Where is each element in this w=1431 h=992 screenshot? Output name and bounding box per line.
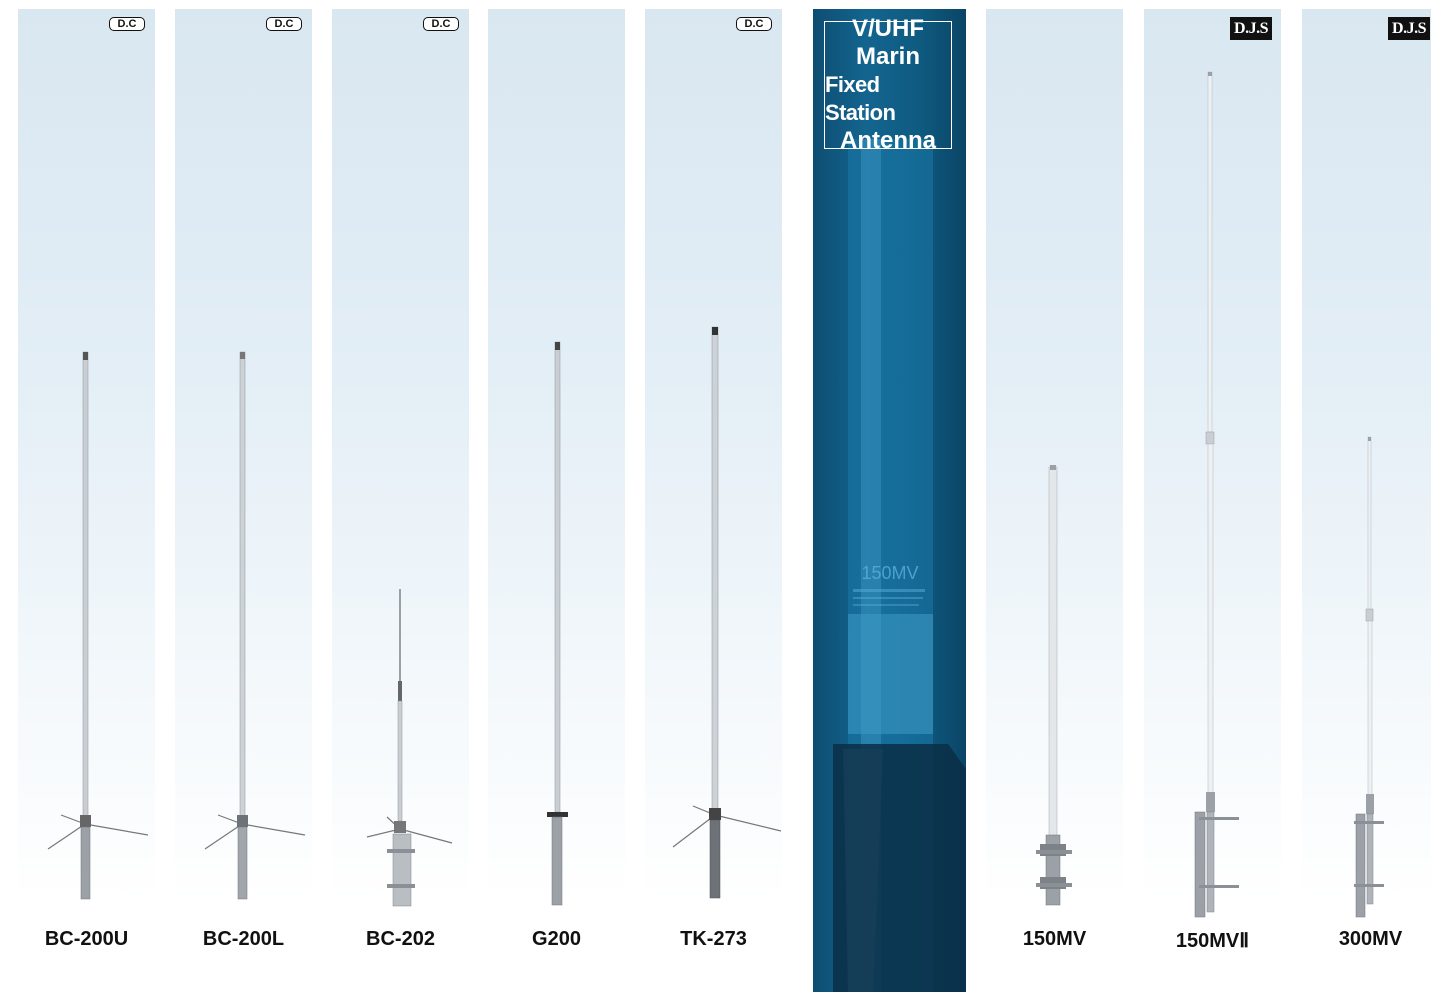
product-panel-bc-200l: D.C (175, 9, 312, 903)
product-panel-bc-200u: D.C (18, 9, 155, 903)
product-panel-tk-273: D.C (645, 9, 782, 903)
dc-badge: D.C (736, 17, 772, 31)
antenna-image (1354, 436, 1384, 918)
model-label-bc-200l: BC-200L (202, 928, 285, 950)
model-label-bc-202: BC-202 (366, 928, 435, 950)
feature-title-line-2: Marin (855, 43, 920, 70)
feature-title-box: V/UHF Marin Fixed Station Antenna (824, 15, 952, 154)
dc-badge: D.C (423, 17, 459, 31)
dc-badge: D.C (109, 17, 145, 31)
model-label-bc-200u: BC-200U (44, 928, 129, 950)
feature-photo-label: 150MV (861, 563, 918, 583)
product-panel-bc-202: D.C (332, 9, 469, 907)
feature-title-line-4: Antenna (840, 127, 936, 154)
model-label-150mv-ii: 150MVⅡ (1175, 930, 1250, 952)
antenna-image (47, 351, 149, 900)
feature-antenna-photo: 150MV (833, 139, 966, 992)
model-label-150mv: 150MV (1022, 928, 1087, 950)
product-panel-150mv (986, 9, 1123, 906)
model-label-300mv: 300MV (1338, 928, 1403, 950)
product-panel-300mv: D.J.S (1302, 9, 1431, 918)
product-panel-150mv-ii: D.J.S (1144, 9, 1281, 918)
model-label-tk-273: TK-273 (680, 928, 747, 950)
product-panel-g200 (488, 9, 625, 906)
antenna-image (547, 341, 568, 906)
antenna-image (1194, 71, 1239, 918)
antenna-image (204, 351, 306, 900)
antenna-image (366, 589, 453, 907)
antenna-image (672, 326, 782, 899)
dc-badge: D.C (266, 17, 302, 31)
model-label-g200: G200 (532, 928, 581, 950)
feature-banner: 150MV V/UHF Marin Fixed Station Antenna (813, 9, 966, 992)
djs-badge: D.J.S (1388, 17, 1430, 40)
djs-badge: D.J.S (1230, 17, 1272, 40)
feature-title-line-3: Fixed Station (825, 72, 896, 125)
antenna-image (1036, 465, 1072, 906)
feature-title-line-1: V/UHF (852, 15, 924, 42)
